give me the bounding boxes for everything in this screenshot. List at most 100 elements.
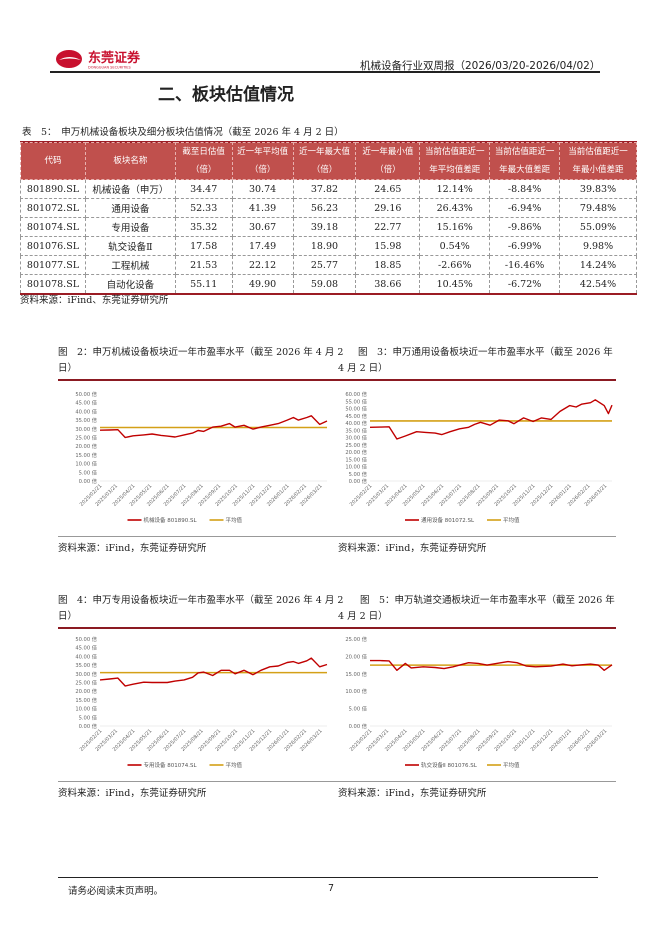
column-header: 板块名称 — [84, 142, 176, 180]
table-cell: 801890.SL — [20, 179, 86, 199]
svg-text:东莞证券: 东莞证券 — [88, 50, 141, 66]
table-cell: -8.84% — [489, 179, 561, 199]
legend-average-label: 平均值 — [503, 761, 520, 769]
table-cell: 39.18 — [292, 217, 357, 237]
table-cell: -6.72% — [489, 274, 561, 295]
y-tick-label: 25.00 倍 — [75, 679, 97, 687]
footer-disclaimer: 请务必阅读末页声明。 — [68, 886, 164, 897]
table-row: 801890.SL 机械设备（申万） 34.47 30.74 37.82 24.65 12.… — [20, 179, 637, 199]
table-cell: 801072.SL — [20, 198, 86, 218]
table-cell: 17.49 — [231, 236, 294, 256]
y-tick-label: 15.00 倍 — [75, 696, 97, 704]
table-cell: 801076.SL — [20, 236, 86, 256]
column-header-line: 年最大值差距 — [499, 165, 551, 175]
pe-series-line — [99, 657, 328, 687]
y-tick-label: 45.00 倍 — [345, 412, 367, 420]
table-cell: 52.33 — [174, 198, 233, 218]
column-header: 近一年平均值 （倍） — [231, 142, 294, 180]
y-tick-label: 60.00 倍 — [345, 390, 367, 398]
table-cell: 79.48% — [559, 198, 637, 218]
table-cell: 801074.SL — [20, 217, 86, 237]
figure-3-source: 资料来源：iFind，东莞证券研究所 — [338, 543, 487, 554]
column-header: 当前估值距近一 年平均值差距 — [419, 142, 491, 180]
table-cell: 801077.SL — [20, 255, 86, 275]
report-title: 机械设备行业双周报（2026/03/20-2026/04/02） — [360, 60, 601, 72]
figure-2-source: 资料来源：iFind，东莞证券研究所 — [58, 543, 207, 554]
y-tick-label: 5.00 倍 — [349, 470, 367, 478]
footer-divider — [58, 877, 598, 878]
table-cell: 专用设备 — [84, 217, 176, 237]
y-tick-label: 20.00 倍 — [75, 687, 97, 695]
table-cell: 42.54% — [559, 274, 637, 295]
table-cell: 10.45% — [419, 274, 491, 295]
chart-machinery-pe: 0.00 倍 5.00 倍 10.00 倍 15.00 倍 20.00 倍 25.00 倍… — [60, 382, 335, 532]
y-tick-label: 50.00 倍 — [75, 635, 97, 643]
figure-2-caption: 图 2：申万机械设备板块近一年市盈率水平（截至 2026 年 4 月 2 日） — [58, 347, 344, 374]
company-logo: 东莞证券 DONGGUAN SECURITIES — [56, 50, 141, 70]
y-tick-label: 25.00 倍 — [75, 434, 97, 442]
column-header-line: （倍） — [249, 165, 276, 175]
table-cell: 24.65 — [355, 179, 421, 199]
figure-3-caption: 图 3：申万通用设备板块近一年市盈率水平（截至 2026 年 4 月 2 日） — [338, 347, 613, 374]
table-cell: 18.85 — [355, 255, 421, 275]
legend-series-label: 专用设备 801074.SL — [144, 761, 198, 769]
y-tick-label: 10.00 倍 — [345, 687, 367, 695]
header-divider — [50, 71, 600, 73]
table-cell: 38.66 — [355, 274, 421, 295]
table-cell: 17.58 — [174, 236, 233, 256]
table-cell: 工程机械 — [84, 255, 176, 275]
y-tick-label: 45.00 倍 — [75, 644, 97, 652]
y-tick-label: 10.00 倍 — [345, 463, 367, 471]
legend-series-label: 通用设备 801072.SL — [421, 516, 475, 524]
figure-bottom-rule — [58, 536, 616, 537]
table-cell: 56.23 — [292, 198, 357, 218]
y-tick-label: 35.00 倍 — [75, 416, 97, 424]
table-cell: 26.43% — [419, 198, 491, 218]
legend-series-label: 机械设备 801890.SL — [144, 516, 198, 524]
column-header-line: 当前估值距近一 — [494, 147, 555, 157]
figure-4-caption: 图 4：申万专用设备板块近一年市盈率水平（截至 2026 年 4 月 2 日） — [58, 595, 344, 622]
table-cell: 801078.SL — [20, 274, 86, 295]
table-cell: 34.47 — [174, 179, 233, 199]
table-cell: 机械设备（申万） — [84, 179, 176, 199]
table-cell: 29.16 — [355, 198, 421, 218]
table-cell: 通用设备 — [84, 198, 176, 218]
y-tick-label: 0.00 倍 — [79, 722, 97, 730]
table-cell: 41.39 — [231, 198, 294, 218]
column-header-line: 近一年最大值 — [298, 147, 350, 157]
y-tick-label: 30.00 倍 — [75, 425, 97, 433]
table-cell: -6.99% — [489, 236, 561, 256]
y-tick-label: 20.00 倍 — [345, 448, 367, 456]
y-tick-label: 35.00 倍 — [345, 426, 367, 434]
table-cell: 22.77 — [355, 217, 421, 237]
table-cell: 15.16% — [419, 217, 491, 237]
figure-4-source: 资料来源：iFind，东莞证券研究所 — [58, 788, 207, 799]
y-tick-label: 15.00 倍 — [345, 455, 367, 463]
pe-series-line — [369, 399, 613, 440]
chart-special-equipment-pe: 0.00 倍 5.00 倍 10.00 倍 15.00 倍 20.00 倍 25.00 倍… — [60, 627, 335, 777]
svg-text:DONGGUAN SECURITIES: DONGGUAN SECURITIES — [88, 66, 131, 70]
table-cell: 30.67 — [231, 217, 294, 237]
table-cell: 0.54% — [419, 236, 491, 256]
table-row: 801074.SL 专用设备 35.32 30.67 39.18 22.77 15.16% -… — [20, 217, 637, 237]
table-source: 资料来源：iFind、东莞证券研究所 — [20, 295, 169, 306]
column-header-line: 年最小值差距 — [572, 165, 624, 175]
column-header: 截至日估值 （倍） — [174, 142, 233, 180]
table-cell: 39.83% — [559, 179, 637, 199]
table-top-rule — [20, 141, 637, 143]
table-cell: 37.82 — [292, 179, 357, 199]
column-header-line: 代码 — [44, 156, 62, 166]
y-tick-label: 25.00 倍 — [345, 635, 367, 643]
page-number: 7 — [328, 883, 335, 894]
y-tick-label: 10.00 倍 — [75, 460, 97, 468]
y-tick-label: 30.00 倍 — [75, 670, 97, 678]
column-header-line: （倍） — [190, 165, 217, 175]
chart-svg: 0.00 倍 5.00 倍 10.00 倍 15.00 倍 20.00 倍 25.00 倍… — [345, 635, 613, 769]
column-header-line: 年平均值差距 — [429, 165, 481, 175]
chart-general-equipment-pe: 0.00 倍 5.00 倍 10.00 倍 15.00 倍 20.00 倍 25.00 倍… — [330, 382, 620, 532]
y-tick-label: 5.00 倍 — [79, 713, 97, 721]
table-cell: 35.32 — [174, 217, 233, 237]
column-header-line: 当前估值距近一 — [568, 147, 628, 157]
y-tick-label: 0.00 倍 — [349, 477, 367, 485]
